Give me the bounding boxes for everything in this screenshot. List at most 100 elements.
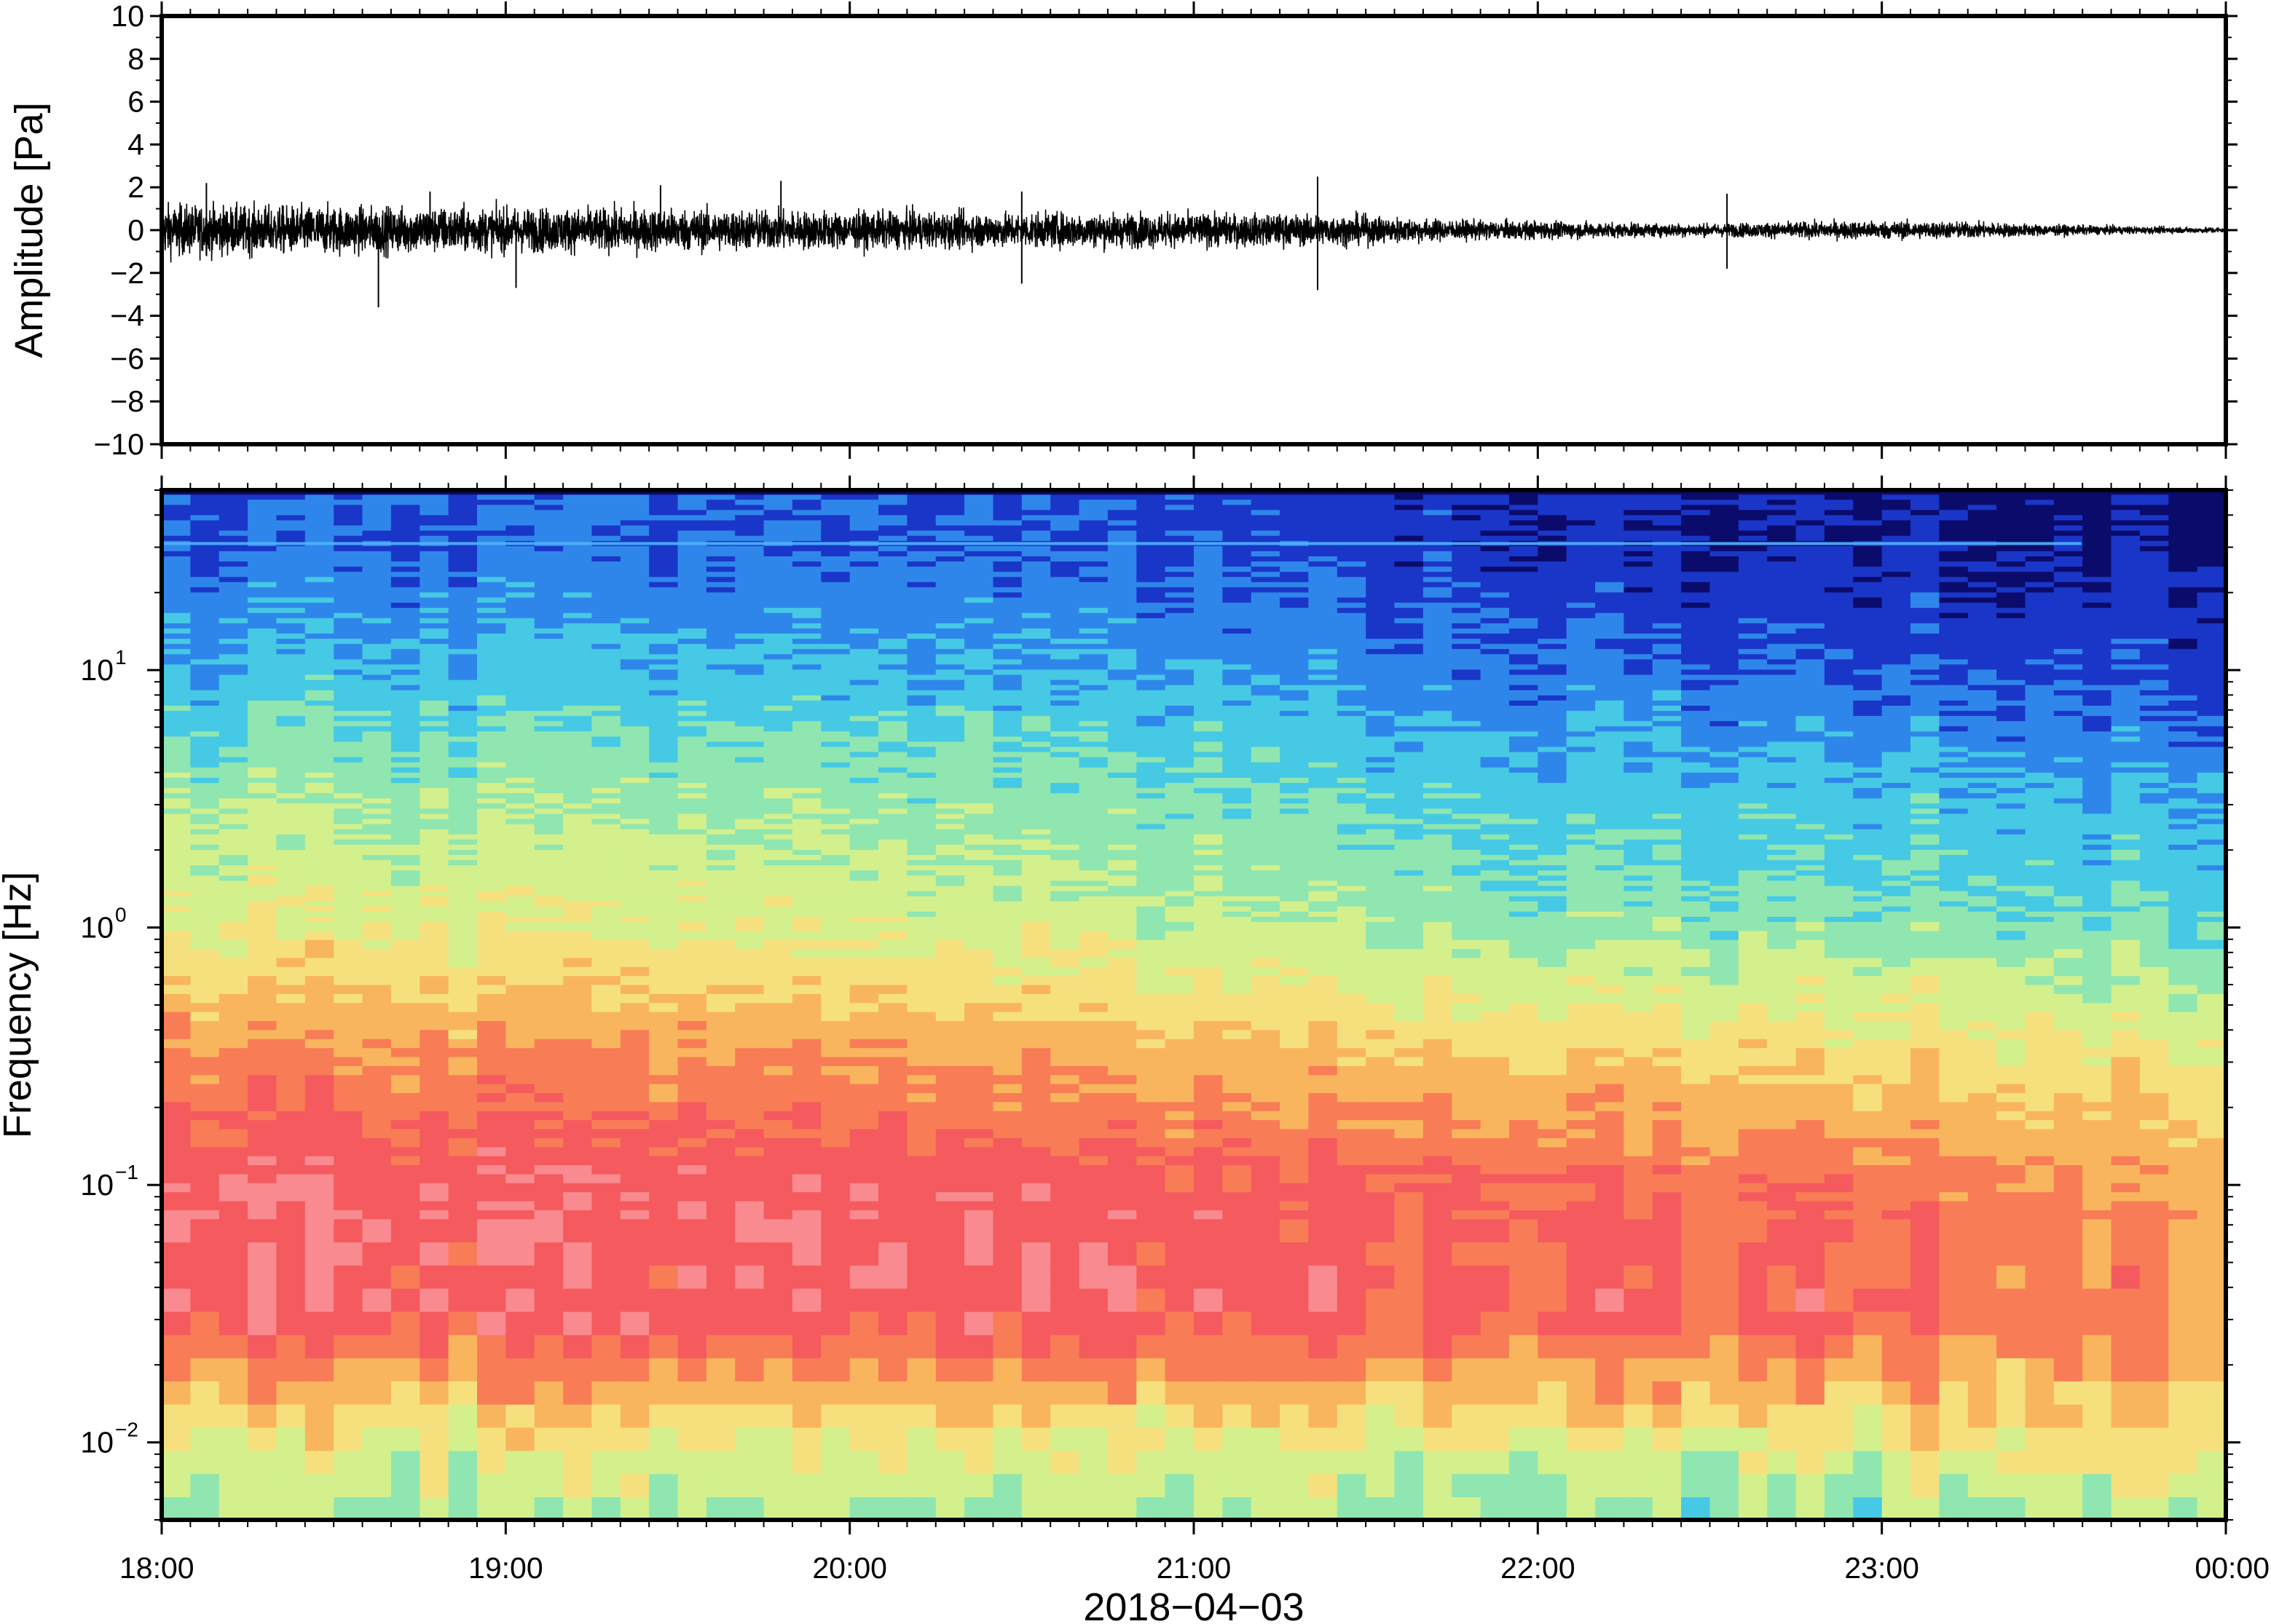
spectrogram-cell: [1136, 761, 1166, 768]
spectrogram-cell: [1165, 797, 1194, 804]
spectrogram-cell: [390, 797, 421, 804]
spectrogram-cell: [1021, 674, 1051, 680]
spectrogram-cell: [534, 1138, 564, 1148]
spectrogram-cell: [390, 695, 421, 701]
spectrogram-cell: [1165, 1218, 1194, 1242]
spectrogram-cell: [907, 725, 937, 732]
spectrogram-cell: [1021, 849, 1051, 855]
spectrogram-cell: [304, 833, 334, 840]
spectrogram-cell: [448, 612, 478, 618]
spectrogram-cell: [792, 561, 822, 567]
spectrogram-cell: [649, 1083, 679, 1093]
spectrogram-cell: [420, 777, 449, 784]
spectrogram-cell: [477, 803, 507, 809]
spectrogram-cell: [1079, 653, 1109, 660]
spectrogram-cell: [591, 607, 621, 613]
spectrogram-cell: [505, 669, 535, 675]
spectrogram-cell: [334, 581, 363, 588]
spectrogram-cell: [420, 1146, 449, 1156]
spectrogram-cell: [505, 1191, 535, 1202]
spectrogram-cell: [935, 787, 965, 794]
spectrogram-cell: [649, 720, 679, 727]
spectrogram-cell: [477, 690, 507, 695]
spectrogram-cell: [792, 1357, 822, 1381]
spectrogram-cell: [477, 1427, 507, 1451]
spectrogram-cell: [1107, 730, 1138, 737]
spectrogram-cell: [390, 612, 421, 618]
spectrogram-cell: [706, 715, 736, 722]
spectrogram-cell: [276, 1218, 306, 1242]
spectrogram-cell: [1165, 1357, 1194, 1381]
spectrogram-cell: [907, 612, 937, 618]
spectrogram-cell: [505, 1200, 535, 1210]
spectrogram-cell: [591, 1357, 621, 1381]
spectrogram-cell: [964, 767, 994, 773]
spectrogram-cell: [821, 905, 851, 912]
spectrogram-cell: [792, 880, 822, 886]
spectrogram-cell: [334, 1101, 363, 1111]
spectrogram-cell: [219, 684, 248, 690]
spectrogram-cell: [219, 948, 248, 958]
spectrogram-cell: [735, 529, 765, 536]
spectrogram-cell: [534, 1128, 564, 1138]
spectrogram-cell: [1136, 746, 1166, 752]
spectrogram-cell: [993, 1029, 1023, 1039]
spectrogram-cell: [735, 782, 765, 789]
spectrogram-cell: [1136, 900, 1166, 907]
spectrogram-cell: [448, 638, 478, 645]
spectrogram-cell: [304, 1311, 334, 1336]
spectrogram-cell: [1136, 823, 1166, 829]
spectrogram-cell: [1165, 1083, 1194, 1093]
spectrogram-cell: [993, 1065, 1023, 1076]
spectrogram-cell: [1050, 607, 1080, 613]
spectrogram-cell: [563, 844, 593, 850]
spectrogram-cell: [677, 772, 707, 778]
spectrogram-cell: [334, 623, 363, 628]
spectrogram-cell: [448, 658, 478, 665]
spectrogram-cell: [248, 1265, 278, 1289]
spectrogram-cell: [792, 1182, 822, 1193]
spectrogram-cell: [1050, 1173, 1080, 1183]
spectrogram-cell: [849, 803, 879, 809]
spectrogram-cell: [362, 864, 392, 871]
spectrogram-cell: [878, 695, 908, 701]
spectrogram-cell: [276, 828, 306, 835]
spectrogram-cell: [1079, 1450, 1109, 1475]
spectrogram-cell: [1021, 690, 1051, 695]
spectrogram-cell: [162, 1119, 192, 1130]
spectrogram-cell: [304, 803, 334, 809]
spectrogram-cell: [190, 1427, 220, 1451]
spectrogram-cell: [993, 669, 1023, 675]
spectrogram-cell: [1021, 581, 1051, 588]
spectrogram-cell: [420, 623, 449, 628]
spectrogram-cell: [1050, 761, 1080, 768]
spectrogram-cell: [219, 628, 248, 634]
spectrogram-cell: [1079, 725, 1109, 732]
spectrogram-cell: [1107, 948, 1138, 958]
spectrogram-cell: [935, 725, 965, 732]
spectrogram-cell: [534, 684, 564, 690]
spectrogram-cell: [1165, 725, 1194, 732]
spectrogram-cell: [1079, 849, 1109, 855]
spectrogram-cell: [1136, 725, 1166, 732]
spectrogram-cell: [849, 939, 879, 950]
spectrogram-cell: [390, 1083, 421, 1093]
spectrogram-cell: [649, 633, 679, 639]
spectrogram-cell: [276, 911, 306, 917]
spectrogram-cell: [993, 900, 1023, 907]
spectrogram-cell: [677, 905, 707, 912]
spectrogram-cell: [563, 591, 593, 598]
spectrogram-cell: [620, 751, 650, 757]
spectrogram-cell: [1165, 761, 1194, 768]
spectrogram-cell: [964, 1473, 994, 1497]
spectrogram-cell: [448, 545, 478, 551]
spectrogram-cell: [878, 854, 908, 861]
spectrogram-cell: [1136, 581, 1166, 588]
spectrogram-cell: [821, 499, 851, 505]
spectrogram-cell: [248, 663, 278, 670]
spectrogram-cell: [1136, 674, 1166, 680]
spectrogram-cell: [821, 524, 851, 531]
spectrogram-cell: [1079, 751, 1109, 757]
spectrogram-cell: [878, 930, 908, 940]
spectrogram-cell: [591, 772, 621, 778]
